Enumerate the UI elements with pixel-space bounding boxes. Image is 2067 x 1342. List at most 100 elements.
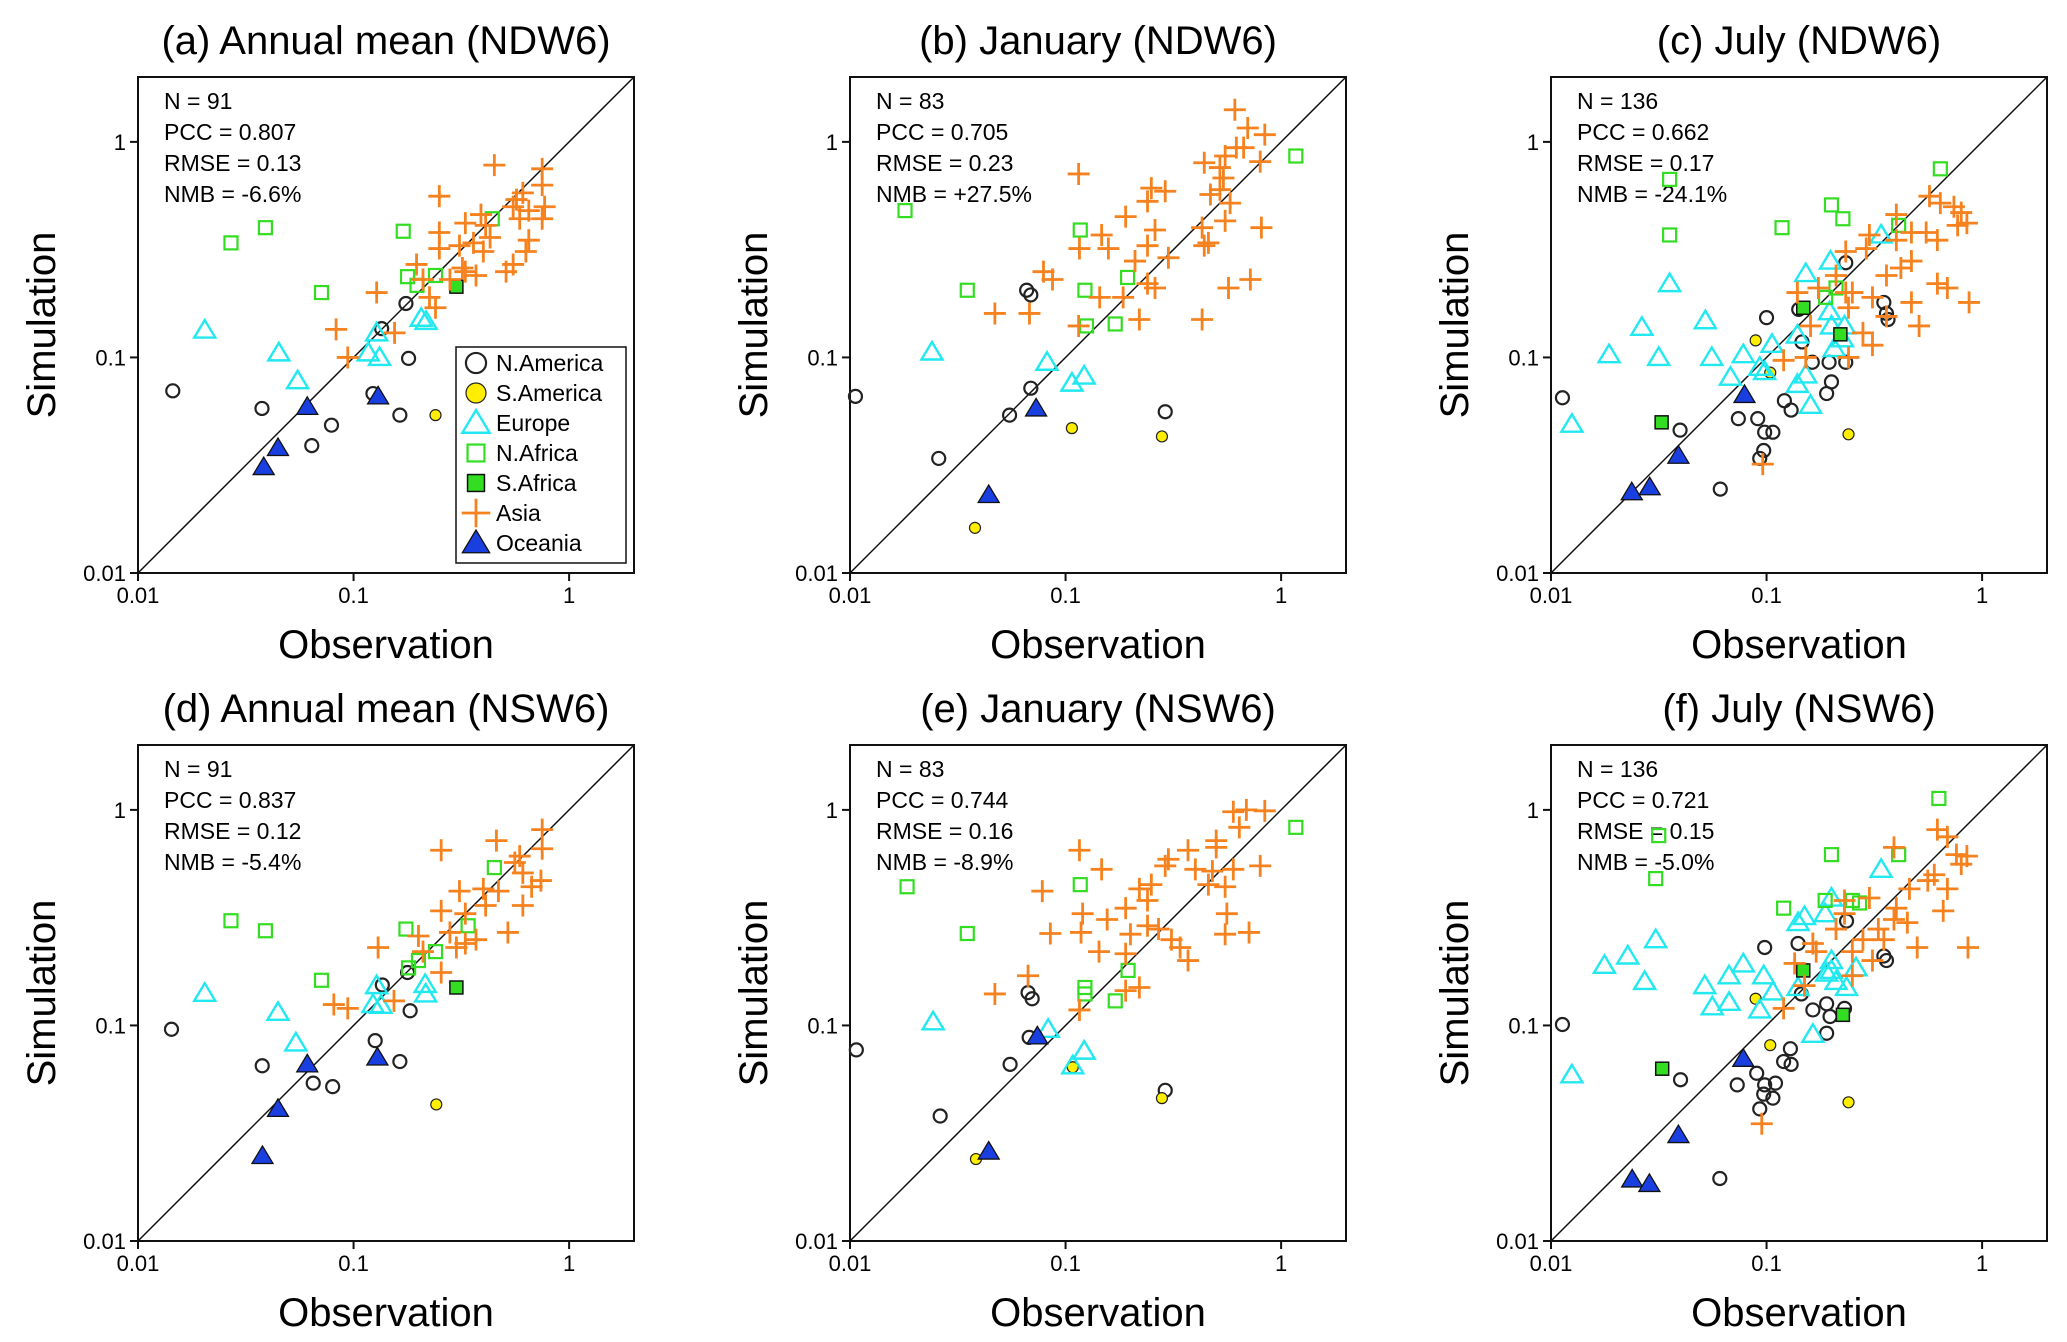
point-namerica [1672,422,1688,438]
y-tick-label: 1 [1527,798,1539,823]
legend-label: S.Africa [496,470,577,496]
scatter-panel: (b) January (NDW6) Observation Simulation 0… [732,19,1347,667]
point-europe [1646,345,1672,367]
point-asia [365,281,388,304]
point-asia [412,940,435,963]
point-asia [454,260,477,283]
y-tick-label: 0.1 [1508,1013,1539,1038]
x-axis-label: Observation [278,1291,494,1335]
point-europe [920,1009,946,1031]
point-asia [322,993,345,1016]
point-asia [454,932,477,955]
point-namerica [1554,390,1571,406]
point-asia [1825,264,1848,287]
point-asia [1841,964,1864,987]
point-asia [533,195,556,218]
stat-text: N = 91 [164,88,232,114]
legend-label: N.America [496,350,604,376]
stat-text: N = 83 [876,88,944,114]
point-asia [1136,234,1159,257]
point-safrica [1835,1007,1851,1023]
point-nafrica [398,921,414,937]
point-namerica [1019,282,1035,298]
point-asia [1031,880,1054,903]
point-asia [1958,291,1981,314]
x-tick-label: 0.1 [1050,583,1081,608]
point-asia [1071,902,1094,925]
point-asia [1112,286,1135,309]
point-nafrica [313,284,330,301]
x-axis-label: Observation [1691,623,1907,667]
legend-item-safrica: S.Africa [466,470,577,496]
point-asia [1833,902,1856,925]
y-tick-label: 1 [1527,130,1539,155]
point-asia [1858,887,1881,910]
point-nafrica [486,859,502,876]
point-asia [367,936,390,959]
point-europe [1071,1038,1097,1060]
point-europe [283,1030,309,1052]
point-nafrica [460,918,476,934]
point-nafrica [257,220,274,236]
point-nafrica [1817,892,1833,909]
point-europe [1818,313,1845,335]
y-tick-label: 1 [114,798,126,823]
point-asia [1896,911,1919,934]
point-asia [1867,918,1890,941]
oceania-marker-icon [461,528,491,554]
one-to-one-line [849,76,1347,574]
point-europe [1059,370,1085,392]
point-asia [1950,853,1973,876]
x-tick-label: 0.1 [338,583,369,608]
point-namerica [1712,1170,1728,1187]
point-asia [448,234,471,257]
y-tick-label: 0.1 [95,1013,126,1038]
one-to-one-line [1550,744,2048,1242]
point-namerica [1157,404,1173,420]
point-namerica [1758,310,1775,326]
point-asia [1861,949,1884,972]
nafrica-marker-icon [466,443,486,463]
point-asia [1140,873,1163,896]
point-nafrica [1651,827,1667,844]
point-samerica [1065,422,1078,435]
point-asia [1250,216,1273,239]
point-nafrica [1288,148,1304,164]
point-namerica [392,1053,408,1070]
point-nafrica [1072,222,1088,238]
point-asia [1772,349,1795,372]
point-asia [531,818,554,841]
point-asia [1128,877,1151,900]
point-asia [1119,923,1142,946]
stat-text: N = 136 [1577,88,1658,114]
point-asia [1889,256,1912,279]
point-oceania [977,1140,1001,1160]
point-asia [1851,321,1874,344]
point-asia [430,961,453,984]
y-tick-label: 0.01 [795,1229,838,1254]
legend: N.America S.America Europe N.Africa S.Africa… [455,346,627,564]
scatter-panel: (a) Annual mean (NDW6) Observation Simulat… [20,19,635,667]
point-asia [1253,123,1276,146]
point-europe [1759,332,1785,354]
x-tick-label: 0.01 [117,583,160,608]
point-namerica [392,407,408,423]
point-asia [508,207,531,230]
point-asia [325,318,348,341]
point-asia [1794,346,1817,369]
point-namerica [1756,1086,1772,1102]
stat-text: RMSE = 0.16 [876,818,1013,844]
point-namerica [323,417,340,433]
x-axis-label: Observation [278,623,494,667]
point-europe [1591,953,1618,975]
point-nafrica [899,879,915,895]
point-asia [1900,291,1923,314]
point-oceania [250,1144,275,1165]
x-axis-label: Observation [1691,1291,1907,1335]
point-asia [1253,799,1276,822]
point-asia [1825,918,1848,941]
point-nafrica [897,202,913,219]
stat-text: N = 83 [876,756,944,782]
point-samerica [429,409,442,422]
point-asia [1249,150,1272,173]
